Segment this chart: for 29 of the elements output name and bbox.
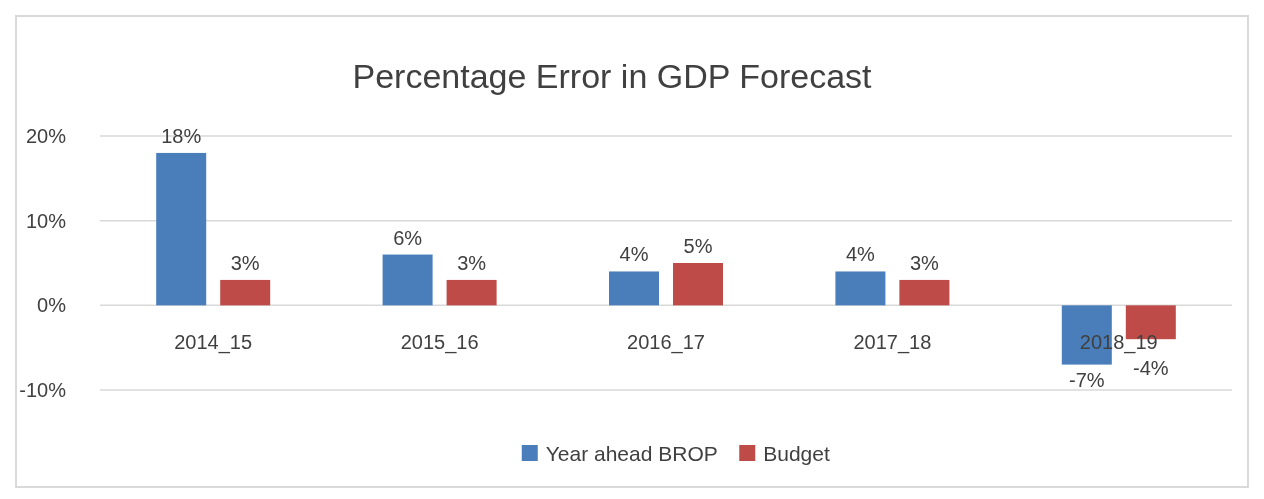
y-tick-label: 0% — [37, 294, 67, 317]
x-tick-label: 2017_18 — [853, 331, 932, 355]
data-label: 6% — [393, 226, 423, 249]
bar — [899, 279, 950, 306]
y-tick-label: 10% — [25, 209, 67, 232]
bar — [835, 271, 886, 306]
x-tick-label: 2016_17 — [627, 331, 705, 355]
data-label: -4% — [1133, 357, 1169, 380]
legend-label: Year ahead BROP — [545, 442, 718, 465]
data-label: -7% — [1069, 368, 1105, 391]
bar — [609, 271, 659, 306]
bar — [382, 254, 433, 306]
data-label: 3% — [457, 251, 487, 274]
data-label: 4% — [619, 243, 649, 266]
bar — [673, 263, 723, 306]
bar — [220, 279, 271, 306]
bar — [156, 152, 207, 306]
data-label: 3% — [909, 251, 940, 274]
chart-title: Percentage Error in GDP Forecast — [352, 57, 873, 95]
data-label: 18% — [161, 124, 202, 147]
x-tick-label: 2015_16 — [400, 331, 479, 355]
legend-label: Budget — [763, 442, 830, 465]
y-tick-label: -10% — [19, 379, 67, 401]
data-label: 3% — [230, 251, 260, 274]
data-label: 4% — [845, 243, 876, 266]
y-tick-label: 20% — [25, 125, 67, 147]
x-tick-label: 2014_15 — [174, 331, 253, 355]
bar — [446, 279, 497, 306]
data-label: 5% — [683, 235, 713, 257]
